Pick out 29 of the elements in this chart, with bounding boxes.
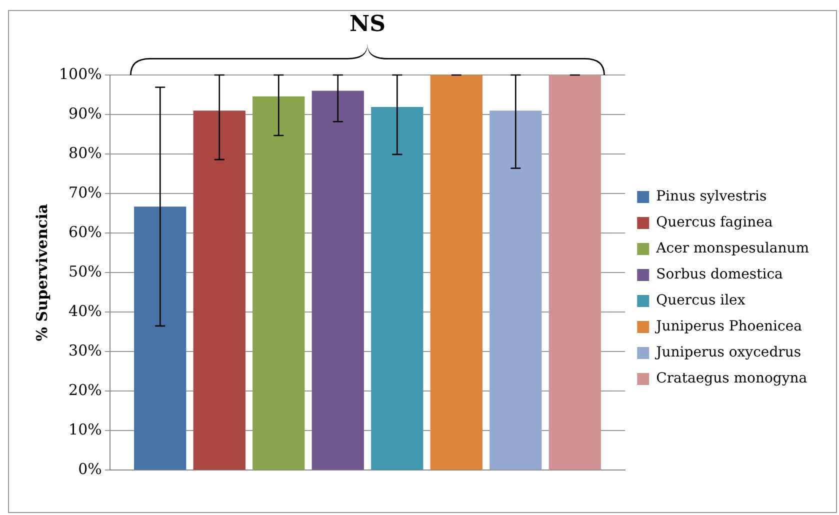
y-tick-label: 0% bbox=[78, 460, 102, 478]
legend-label: Pinus sylvestris bbox=[656, 188, 767, 205]
legend-label: Sorbus domestica bbox=[656, 266, 783, 283]
y-tick-label: 50% bbox=[68, 262, 102, 280]
y-tick-label: 30% bbox=[68, 342, 102, 360]
y-tick-label: 80% bbox=[68, 144, 102, 162]
legend-label: Acer monspesulanum bbox=[655, 240, 810, 257]
legend-label: Juniperus oxycedrus bbox=[654, 344, 802, 361]
legend-label: Quercus faginea bbox=[656, 214, 773, 231]
bar bbox=[312, 90, 364, 470]
y-tick-label: 20% bbox=[68, 381, 102, 400]
y-tick-label: 60% bbox=[68, 222, 102, 241]
y-tick-label: 70% bbox=[68, 183, 102, 202]
bar bbox=[430, 75, 482, 470]
bar bbox=[252, 96, 305, 470]
y-tick-label: 90% bbox=[68, 104, 102, 122]
bar bbox=[193, 110, 246, 470]
y-tick-label: 10% bbox=[68, 420, 102, 439]
legend-label: Juniperus Phoenicea bbox=[654, 318, 802, 335]
legend-label: Crataegus monogyna bbox=[656, 370, 808, 387]
y-tick-label: 100% bbox=[58, 64, 102, 83]
bar bbox=[490, 110, 542, 470]
bar bbox=[134, 206, 186, 470]
y-tick-label: 40% bbox=[68, 302, 102, 320]
bar bbox=[371, 107, 424, 470]
text: NS bbox=[350, 11, 386, 37]
bar bbox=[548, 75, 601, 470]
y-axis-title: % Supervivencia bbox=[32, 204, 51, 342]
legend-label: Quercus ilex bbox=[656, 292, 746, 309]
